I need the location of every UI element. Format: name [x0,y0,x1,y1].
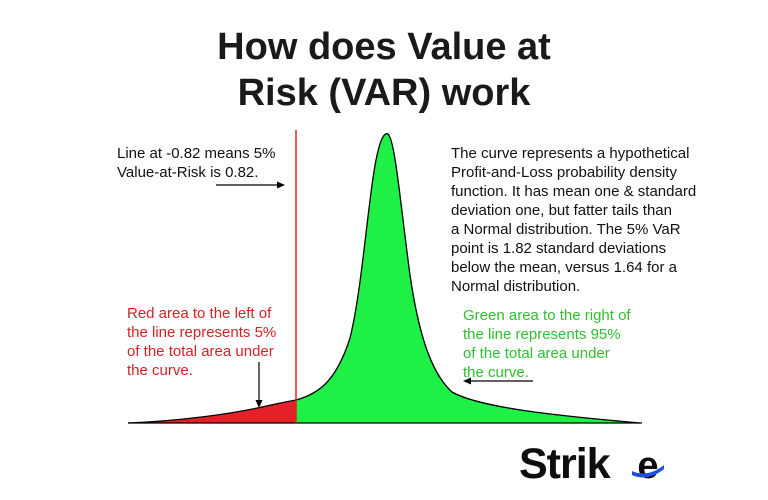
curve-note-line: function. It has mean one & standard [451,183,697,200]
density-curve [127,133,641,424]
green-note-line: the curve. [463,364,529,381]
green-note-line: Green area to the right of [463,307,631,324]
curve-note-line: The curve represents a hypothetical [451,145,690,162]
curve-note-line: a Normal distribution. The 5% VaR [451,221,681,238]
curve-note-line: Profit-and-Loss probability density [451,164,677,181]
red-area-note: Red area to the left of the line represe… [127,304,302,380]
arrow-to-var-line [216,181,285,189]
red-note-line: the curve. [127,362,193,379]
arrow-to-red-area [255,362,263,408]
title-line-1: How does Value at [217,26,551,68]
curve-note-line: deviation one, but fatter tails than [451,202,672,219]
curve-note-line: Normal distribution. [451,278,581,295]
var-line-note: Line at -0.82 means 5% Value-at-Risk is … [117,144,307,182]
green-note-line: the line represents 95% [463,326,621,343]
curve-note-line: point is 1.82 standard deviations [451,240,667,257]
red-note-line: of the total area under [127,343,274,360]
logo-e-icon: e [632,451,664,481]
red-note-line: Red area to the left of [127,305,272,322]
page-title: How does Value at Risk (VAR) work [0,24,768,116]
logo-text: Strik [519,440,611,488]
var-line-note-line: Value-at-Risk is 0.82. [117,164,259,181]
curve-note-line: below the mean, versus 1.64 for a [451,259,677,276]
arrow-to-green-area [463,377,533,385]
strike-logo: Strik e [519,440,669,488]
var-line-note-line: Line at -0.82 means 5% [117,145,276,162]
red-tail-area [128,400,296,423]
title-line-2: Risk (VAR) work [237,72,531,114]
curve-description-note: The curve represents a hypothetical Prof… [451,144,751,296]
green-note-line: of the total area under [463,345,610,362]
green-area-note: Green area to the right of the line repr… [463,306,648,382]
red-note-line: the line represents 5% [127,324,277,341]
green-area [296,133,640,423]
